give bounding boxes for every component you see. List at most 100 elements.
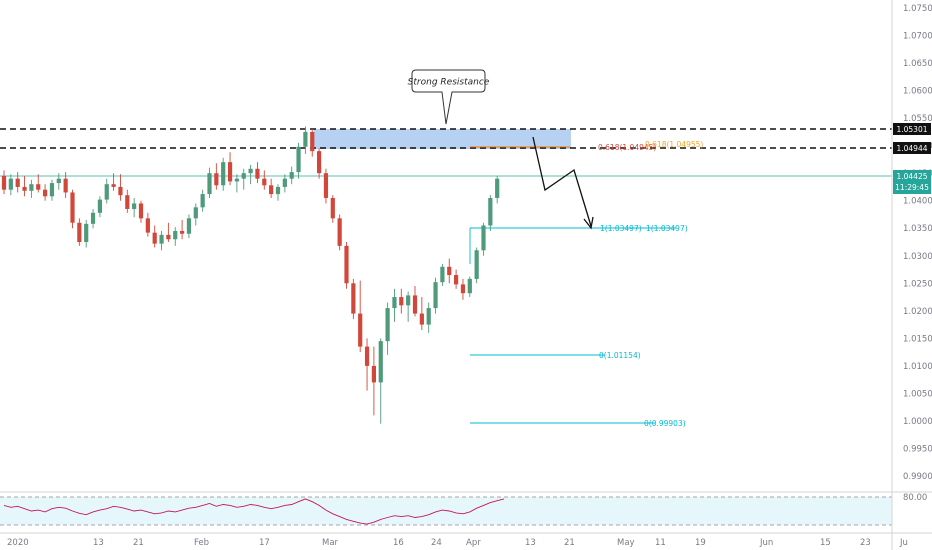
- candle-down[interactable]: [454, 275, 459, 285]
- price-axis-label: 1.07500: [903, 4, 932, 14]
- candle-up[interactable]: [90, 212, 96, 224]
- candle-down[interactable]: [364, 346, 370, 366]
- candle-down[interactable]: [337, 218, 342, 246]
- candle-down[interactable]: [358, 313, 363, 347]
- candle-down[interactable]: [70, 192, 75, 223]
- projection-arrow-icon: [583, 216, 594, 230]
- candle-up[interactable]: [56, 178, 61, 184]
- candle-down[interactable]: [255, 168, 260, 179]
- candle-up[interactable]: [49, 183, 55, 197]
- candle-down[interactable]: [43, 189, 48, 197]
- time-axis-label: 21: [564, 538, 575, 548]
- candle-up[interactable]: [289, 172, 294, 179]
- price-tag-low: 1.04944: [893, 142, 931, 154]
- candle-up[interactable]: [440, 266, 445, 283]
- candle-down[interactable]: [419, 313, 424, 325]
- candle-down[interactable]: [180, 230, 185, 234]
- candle-down[interactable]: [22, 186, 27, 191]
- candle-down[interactable]: [317, 151, 322, 174]
- candle-up[interactable]: [200, 194, 205, 208]
- price-axis-label: 1.06500: [903, 59, 932, 69]
- time-axis-label: Jun: [759, 538, 773, 548]
- candle-up[interactable]: [234, 178, 239, 182]
- candle-up[interactable]: [104, 184, 109, 200]
- candle-up[interactable]: [495, 178, 500, 198]
- candle-down[interactable]: [15, 178, 20, 187]
- candle-up[interactable]: [467, 278, 472, 294]
- price-tag-low-text: 1.04944: [896, 144, 927, 153]
- candle-up[interactable]: [481, 225, 486, 251]
- candle-up[interactable]: [406, 295, 411, 306]
- price-tag-high-text: 1.05301: [896, 125, 927, 134]
- candle-down[interactable]: [36, 184, 41, 190]
- candle-down[interactable]: [125, 195, 130, 209]
- candle-up[interactable]: [433, 282, 438, 309]
- candle-down[interactable]: [214, 173, 219, 186]
- candle-up[interactable]: [392, 297, 397, 309]
- candle-up[interactable]: [378, 341, 383, 383]
- rsi-line: [3, 498, 505, 525]
- fib-label-zero: 0(1.01154): [599, 351, 641, 360]
- candle-down[interactable]: [371, 365, 376, 383]
- candle-up[interactable]: [159, 234, 164, 244]
- candle-down[interactable]: [166, 234, 171, 240]
- candle-up[interactable]: [248, 168, 253, 174]
- candle-down[interactable]: [63, 178, 68, 193]
- candle-down[interactable]: [262, 178, 267, 186]
- time-axis-label: May: [617, 538, 635, 548]
- candle-up[interactable]: [97, 199, 102, 213]
- candle-down[interactable]: [138, 203, 144, 219]
- price-tag-high: 1.05301: [893, 123, 931, 135]
- price-tag-current: 1.04425 11:29:45: [893, 170, 931, 194]
- price-axis-label: 1.01500: [903, 334, 932, 344]
- candle-up[interactable]: [29, 184, 34, 191]
- candle-down[interactable]: [145, 218, 150, 233]
- candle-down[interactable]: [399, 297, 404, 306]
- candle-up[interactable]: [296, 146, 301, 173]
- candle-up[interactable]: [84, 223, 89, 242]
- candle-down[interactable]: [269, 185, 274, 195]
- resistance-zone[interactable]: [314, 129, 571, 149]
- projection-path[interactable]: [532, 136, 592, 227]
- countdown-text: 11:29:45: [895, 183, 929, 192]
- candle-down[interactable]: [1, 175, 7, 190]
- price-axis-label: 0.99000: [903, 472, 932, 482]
- candle-down[interactable]: [351, 283, 356, 314]
- candle-up[interactable]: [426, 308, 431, 325]
- candle-up[interactable]: [8, 178, 13, 190]
- price-axis-label: 1.03000: [903, 252, 932, 262]
- candle-down[interactable]: [118, 186, 123, 196]
- candle-down[interactable]: [111, 184, 116, 187]
- candle-down[interactable]: [344, 245, 349, 284]
- candle-up[interactable]: [303, 131, 308, 147]
- candle-up[interactable]: [132, 203, 137, 209]
- candle-up[interactable]: [282, 178, 287, 187]
- candle-up[interactable]: [385, 308, 390, 342]
- candle-down[interactable]: [152, 232, 157, 244]
- candle-up[interactable]: [488, 197, 493, 226]
- candle-up[interactable]: [275, 186, 281, 195]
- candle-down[interactable]: [77, 222, 82, 242]
- strong-resistance-callout[interactable]: Strong Resistance: [408, 69, 490, 125]
- candle-down[interactable]: [310, 131, 315, 152]
- candle-up[interactable]: [193, 207, 198, 219]
- candle-up[interactable]: [186, 218, 192, 234]
- fib-label-upper-a: 0.618(1.04945): [598, 143, 656, 152]
- fib-label-mid-b: 1(1.03497): [646, 224, 688, 233]
- candle-down[interactable]: [323, 173, 329, 198]
- candle-up[interactable]: [221, 162, 226, 186]
- candle-down[interactable]: [412, 295, 418, 314]
- candle-down[interactable]: [227, 162, 233, 182]
- time-axis-label: Feb: [194, 538, 209, 548]
- time-axis[interactable]: 2020 13 21 Feb 17 Mar 16 24 Apr 13 21 May 11 19 Jun 15 2…: [7, 538, 908, 548]
- candle-down[interactable]: [447, 266, 452, 276]
- candle-up[interactable]: [173, 230, 178, 240]
- candle-down[interactable]: [460, 284, 466, 294]
- candle-down[interactable]: [330, 197, 335, 219]
- candle-up[interactable]: [207, 173, 212, 195]
- candle-up[interactable]: [241, 173, 246, 179]
- time-axis-label: 13: [93, 538, 104, 548]
- fib-label-upper-b: 0.618(1.04955): [645, 140, 703, 149]
- candle-up[interactable]: [474, 250, 479, 279]
